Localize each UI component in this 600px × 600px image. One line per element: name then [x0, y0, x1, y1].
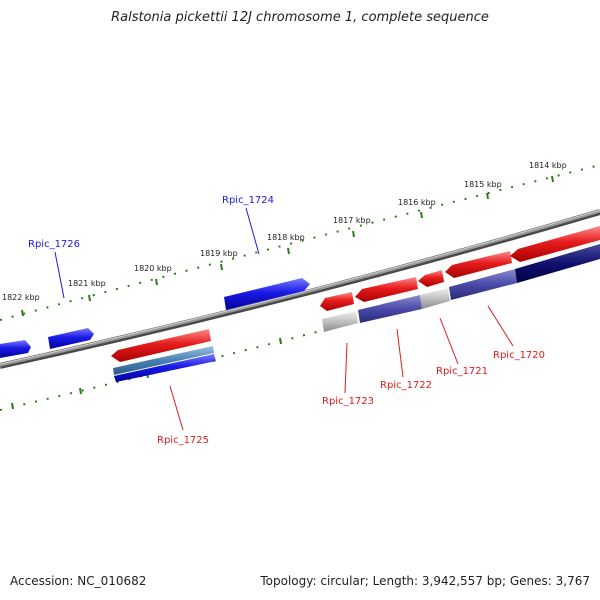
cds-block[interactable] [114, 354, 216, 382]
gene-label-rpic-1724[interactable]: Rpic_1724 [222, 195, 274, 206]
major-tick [420, 211, 423, 219]
ruler-label: 1816 kbp [398, 198, 436, 207]
gene-labels: Rpic_1726 Rpic_1724 Rpic_1725 Rpic_1723 … [28, 195, 545, 446]
major-tick [21, 309, 24, 317]
gene-arrow-reverse[interactable] [48, 328, 94, 349]
gene-arrow-reverse[interactable] [0, 340, 31, 358]
major-tick [551, 175, 554, 183]
ruler-label: 1814 kbp [529, 161, 567, 170]
ruler-label: 1820 kbp [134, 264, 172, 273]
chromosome-backbone [0, 209, 600, 369]
gene-label-rpic-1722[interactable]: Rpic_1722 [380, 380, 432, 391]
cds-block[interactable] [515, 244, 600, 283]
topology-summary: Topology: circular; Length: 3,942,557 bp… [260, 574, 590, 588]
cds-block[interactable] [449, 269, 517, 300]
label-leaders [54, 207, 514, 431]
major-tick [79, 387, 82, 395]
gene-label-rpic-1720[interactable]: Rpic_1720 [493, 350, 545, 361]
major-tick [11, 402, 14, 410]
ruler-label: 1819 kbp [200, 249, 238, 258]
gene-arrow-forward[interactable] [418, 270, 444, 287]
leader-rpic-1720 [487, 305, 514, 347]
gene-arrow-forward[interactable] [510, 226, 600, 262]
gene-arrow-forward[interactable] [320, 292, 354, 311]
gene-arrow-forward[interactable] [111, 329, 211, 362]
cds-block[interactable] [358, 295, 422, 323]
gene-label-rpic-1725[interactable]: Rpic_1725 [157, 435, 209, 446]
leader-rpic-1724 [245, 207, 260, 255]
gene-label-rpic-1721[interactable]: Rpic_1721 [436, 366, 488, 377]
leader-rpic-1721 [439, 317, 459, 365]
major-tick [88, 294, 91, 302]
ruler-label: 1818 kbp [267, 233, 305, 242]
major-tick [279, 337, 282, 345]
forward-strand-features [111, 226, 600, 362]
pseudo-block[interactable] [322, 311, 358, 332]
feature-row [113, 244, 600, 382]
major-tick [155, 278, 158, 286]
gene-label-rpic-1726[interactable]: Rpic_1726 [28, 239, 80, 250]
leader-rpic-1725 [169, 385, 184, 431]
leader-rpic-1723 [344, 342, 348, 394]
gene-label-rpic-1723[interactable]: Rpic_1723 [322, 396, 374, 407]
ruler-label: 1815 kbp [464, 180, 502, 189]
cds-block[interactable] [113, 346, 214, 375]
gene-arrow-forward[interactable] [445, 251, 512, 278]
ruler-label: 1821 kbp [68, 279, 106, 288]
major-tick [352, 230, 355, 238]
gene-arrow-reverse[interactable] [224, 278, 310, 310]
ruler-labels: 1814 kbp 1815 kbp 1816 kbp 1817 kbp 1818… [2, 161, 567, 302]
major-tick [220, 263, 223, 271]
leader-rpic-1722 [396, 328, 404, 378]
outer-ruler [0, 164, 600, 321]
major-tick [287, 247, 290, 255]
ruler-label: 1817 kbp [333, 216, 371, 225]
ruler-label: 1822 kbp [2, 293, 40, 302]
leader-rpic-1726 [54, 251, 65, 299]
gene-arrow-forward[interactable] [355, 277, 418, 302]
accession-text: Accession: NC_010682 [10, 574, 147, 588]
reverse-strand-features [0, 278, 310, 358]
pseudo-block[interactable] [420, 288, 450, 309]
map-title: Ralstonia pickettii 12J chromosome 1, co… [111, 10, 489, 25]
major-tick [486, 192, 489, 200]
